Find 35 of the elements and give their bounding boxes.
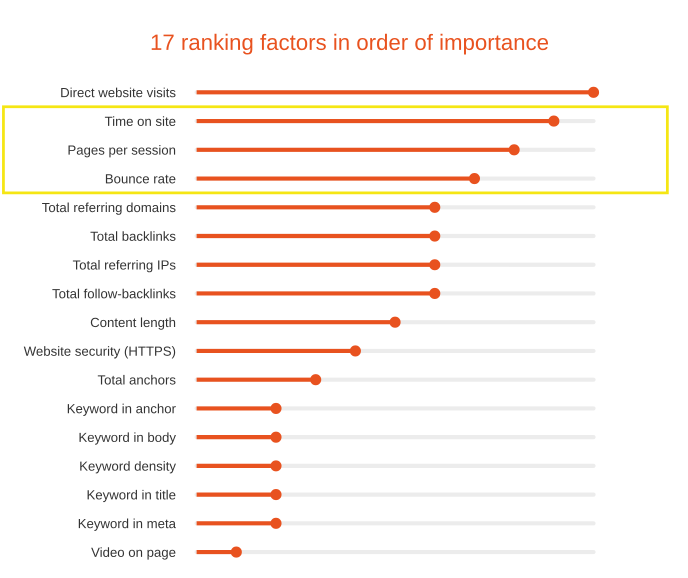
- point: [270, 518, 282, 529]
- y-tick-label: Bounce rate: [106, 174, 176, 184]
- point: [468, 172, 480, 184]
- point: [310, 374, 322, 386]
- y-tick-label: Pages per session: [68, 145, 176, 158]
- point: [270, 489, 282, 500]
- y-tick-label: Keyword in anchor: [68, 404, 176, 416]
- point: [230, 546, 242, 558]
- y-tick-label: Video on page: [91, 547, 176, 560]
- y-tick-label: Total referring IPs: [72, 260, 176, 272]
- y-tick-label: Total backlinks: [90, 231, 176, 241]
- point: [270, 460, 282, 472]
- y-tick-label: Content length: [90, 317, 176, 330]
- point: [508, 144, 520, 156]
- point: [390, 316, 401, 328]
- y-tick-label: Time on site: [104, 116, 176, 126]
- point: [270, 402, 282, 414]
- point: [429, 230, 440, 242]
- point: [429, 202, 440, 213]
- y-tick-label: Total follow-backlinks: [52, 288, 176, 298]
- point: [429, 259, 440, 270]
- point: [588, 86, 600, 98]
- y-tick-label: Keyword in title: [88, 490, 176, 502]
- point: [270, 432, 282, 443]
- y-tick-label: Keyword in body: [80, 432, 176, 445]
- point: [429, 288, 440, 300]
- y-tick-label: Website security (HTTPS): [24, 346, 176, 358]
- point: [350, 345, 361, 356]
- chart-title: 17 ranking factors in order of importance: [152, 34, 548, 55]
- y-tick-label: Keyword density: [80, 461, 176, 474]
- y-tick-label: Direct website visits: [61, 88, 176, 98]
- point: [548, 116, 560, 127]
- y-tick-label: Total anchors: [98, 374, 176, 385]
- y-tick-label: Keyword in meta: [78, 518, 176, 531]
- y-tick-label: Total referring domains: [42, 202, 176, 215]
